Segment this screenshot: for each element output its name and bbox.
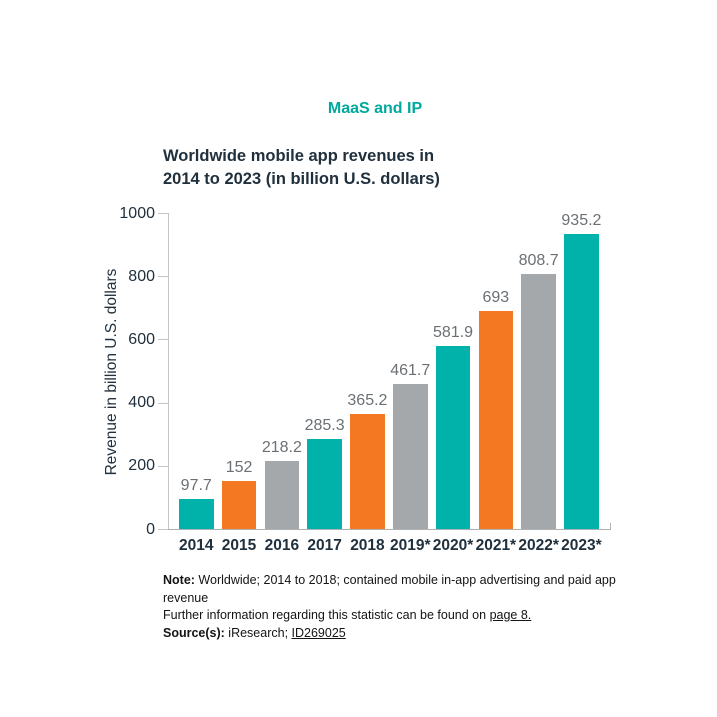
bar-value-label: 935.2 <box>561 211 602 229</box>
note-label: Note: <box>163 573 195 587</box>
x-axis-label: 2023* <box>561 537 602 554</box>
y-axis-tick-label: 600 <box>128 330 155 348</box>
y-axis-line <box>167 213 169 530</box>
note-text: Worldwide; 2014 to 2018; contained mobil… <box>163 573 616 605</box>
y-axis-tick-label: 400 <box>128 394 155 412</box>
x-axis-label: 2015 <box>221 537 257 554</box>
y-axis-tick <box>157 529 168 530</box>
y-axis-tick-label: 200 <box>128 457 155 475</box>
y-axis-tick-label: 1000 <box>119 204 155 222</box>
x-axis-label: 2019* <box>389 537 431 554</box>
bar-value-label: 365.2 <box>347 392 388 410</box>
bar-2021 <box>478 310 514 530</box>
bar-2023 <box>564 233 599 530</box>
bar-value-label: 581.9 <box>433 323 474 341</box>
source-label: Source(s): <box>163 625 225 640</box>
x-axis-end-tick <box>610 523 611 529</box>
x-axis-label: 2017 <box>307 537 342 554</box>
chart-title: Worldwide mobile app revenues in 2014 to… <box>163 147 440 188</box>
bar-2020 <box>435 345 471 530</box>
bar-2014 <box>179 498 214 530</box>
y-axis-tick <box>157 276 168 278</box>
footnote-line-further: Further information regarding this stati… <box>163 607 633 625</box>
x-axis-label: 2016 <box>264 537 300 554</box>
bar-2018 <box>350 414 385 530</box>
bar-2015 <box>221 481 257 530</box>
bar-value-label: 693 <box>482 288 510 306</box>
page-link[interactable]: page 8. <box>489 608 532 622</box>
x-axis-label: 2018 <box>350 537 385 554</box>
bar-value-label: 285.3 <box>304 417 345 435</box>
bar-value-label: 461.7 <box>390 361 431 379</box>
bar-2017 <box>307 439 342 530</box>
x-axis-label: 2020* <box>432 537 474 554</box>
bar-value-label: 218.2 <box>261 438 302 456</box>
bar-value-label: 808.7 <box>518 251 559 269</box>
bar-value-label: 97.7 <box>180 476 212 494</box>
y-axis-tick <box>157 465 168 467</box>
x-axis-line <box>167 529 611 530</box>
bar-2016 <box>264 460 300 530</box>
x-axis-label: 2021* <box>475 537 517 554</box>
y-axis-tick <box>157 402 168 404</box>
footnote-line-note: Note: Worldwide; 2014 to 2018; contained… <box>163 572 633 607</box>
y-axis-tick <box>157 213 168 214</box>
source-text: iResearch; <box>224 625 292 640</box>
x-axis-label: 2014 <box>179 537 214 554</box>
footnote: Note: Worldwide; 2014 to 2018; contained… <box>163 572 633 642</box>
source-id-link[interactable]: ID269025 <box>291 625 346 640</box>
x-axis-label: 2022* <box>518 537 559 554</box>
page-title: MaaS and IP <box>327 100 423 117</box>
y-axis-tick-label: 0 <box>146 520 155 538</box>
bar-2022 <box>521 273 556 530</box>
y-axis-tick <box>157 339 168 341</box>
footnote-line-source: Source(s): iResearch; ID269025 <box>163 625 633 643</box>
bar-2019 <box>393 383 428 530</box>
bar-value-label: 152 <box>225 459 253 477</box>
further-text: Further information regarding this stati… <box>163 608 490 622</box>
y-axis-tick-label: 800 <box>128 267 155 285</box>
